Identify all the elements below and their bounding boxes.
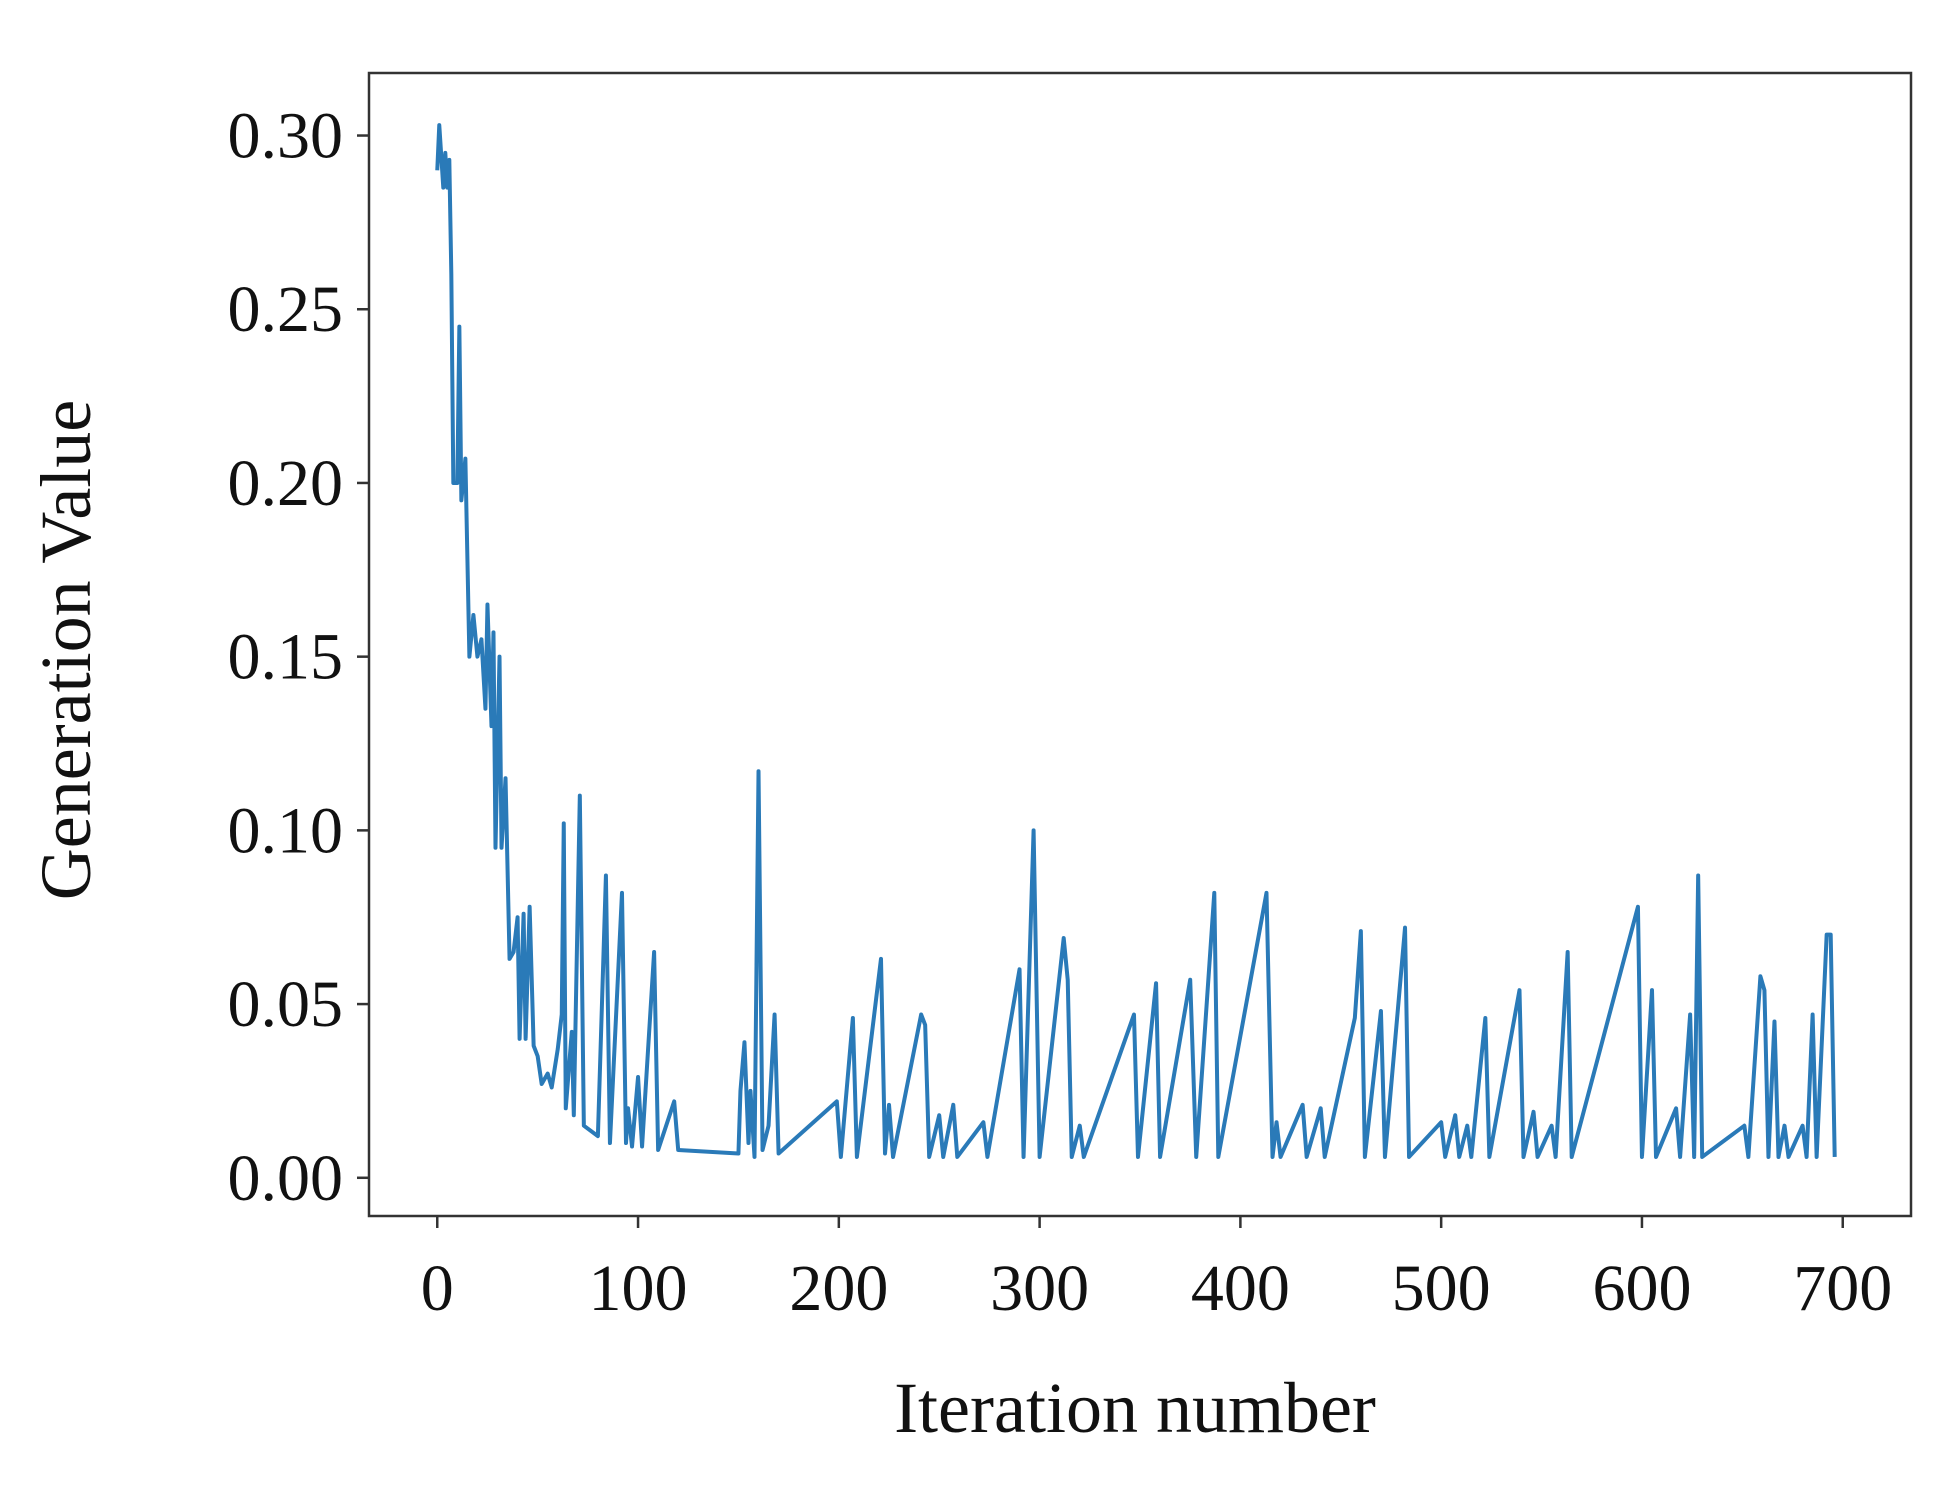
x-tick-label: 200: [789, 1252, 888, 1325]
x-axis-label: Iteration number: [894, 1368, 1376, 1448]
x-tick-label: 0: [421, 1252, 454, 1325]
x-tick-label: 500: [1392, 1252, 1491, 1325]
plot-frame: [367, 71, 1913, 1218]
x-tick-label: 100: [589, 1252, 688, 1325]
y-tick-label: 0.00: [228, 1142, 344, 1215]
data-line: [435, 123, 1837, 1159]
y-axis-label: Generation Value: [26, 400, 106, 900]
y-tick-label: 0.30: [228, 100, 344, 173]
x-tick-label: 300: [990, 1252, 1089, 1325]
y-tick-label: 0.05: [228, 968, 344, 1041]
x-tick-label: 600: [1592, 1252, 1691, 1325]
y-tick-label: 0.15: [228, 621, 344, 694]
y-tick-label: 0.20: [228, 447, 344, 520]
x-tick-label: 700: [1793, 1252, 1892, 1325]
x-tick-label: 400: [1191, 1252, 1290, 1325]
y-tick-label: 0.25: [228, 273, 344, 346]
y-tick-label: 0.10: [228, 794, 344, 867]
